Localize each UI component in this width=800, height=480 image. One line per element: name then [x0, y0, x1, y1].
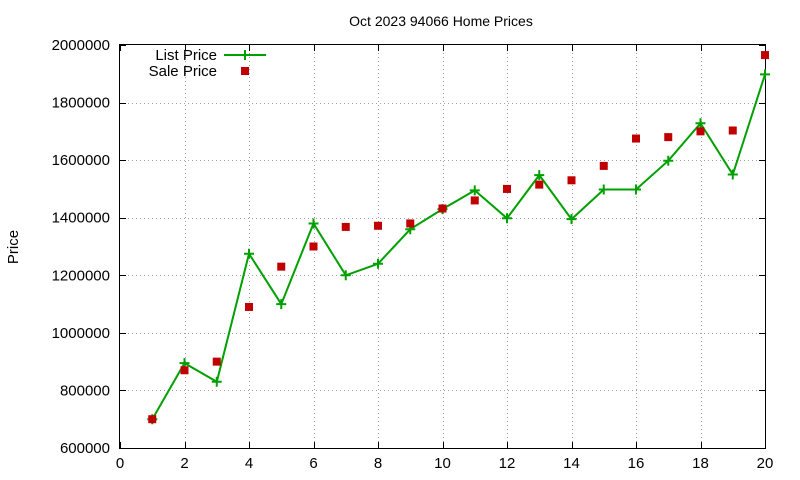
x-tick-label: 6: [309, 455, 317, 472]
x-tick-label: 0: [116, 455, 124, 472]
sale-price-point: [599, 161, 608, 170]
list-price-point: [244, 248, 254, 259]
x-tick-label: 18: [692, 455, 709, 472]
x-tick-label: 20: [757, 455, 774, 472]
y-tick-label: 600000: [60, 440, 110, 457]
x-tick-label: 14: [563, 455, 580, 472]
sale-price-point: [245, 302, 253, 311]
legend-marker-sample: [240, 50, 250, 60]
chart-title: Oct 2023 94066 Home Prices: [349, 13, 533, 29]
sale-price-point: [535, 180, 544, 189]
y-tick-label: 1600000: [52, 152, 110, 169]
y-tick-label: 1400000: [52, 210, 110, 227]
legend-marker-sample: [241, 67, 249, 75]
sale-price-point: [277, 262, 286, 271]
y-axis-label: Price: [5, 230, 22, 264]
sale-price-point: [148, 415, 157, 424]
sale-price-point: [406, 219, 415, 228]
list-price-line: [151, 74, 766, 420]
y-tick-label: 800000: [60, 382, 110, 399]
sale-price-point: [438, 204, 447, 213]
list-price-point: [566, 214, 577, 225]
y-tick-label: 2000000: [52, 37, 110, 54]
sale-price-point: [212, 357, 221, 366]
sale-price-point: [180, 366, 189, 375]
sale-price-point: [761, 51, 769, 60]
x-tick-label: 16: [628, 455, 645, 472]
list-price-point: [502, 213, 512, 224]
legend-label: Sale Price: [149, 63, 217, 80]
sale-price-point: [567, 176, 576, 185]
list-price-point: [340, 270, 351, 281]
x-tick-label: 8: [374, 455, 382, 472]
list-price-point: [695, 118, 706, 129]
list-price-point: [373, 258, 383, 269]
x-tick-label: 10: [434, 455, 451, 472]
plot-frame: [119, 44, 766, 449]
list-price-point: [760, 69, 770, 80]
axis-ticks: 0 2 4 6 8 10 12 14 16 18 20 600000 800000 1000000 1200…: [52, 37, 774, 472]
list-price-point: [276, 299, 287, 310]
x-tick-label: 4: [245, 455, 253, 472]
series-layer: [147, 51, 770, 425]
y-tick-label: 1200000: [52, 267, 110, 284]
list-price-point: [469, 185, 480, 196]
sale-price-point: [728, 126, 737, 135]
legend-label: List Price: [155, 47, 217, 64]
list-price-point: [663, 155, 674, 166]
y-tick-label: 1800000: [52, 95, 110, 112]
list-price-point: [534, 170, 545, 181]
sale-price-point: [696, 127, 705, 136]
sale-price-point: [341, 222, 350, 231]
sale-price-point: [470, 196, 479, 205]
list-price-point: [631, 184, 641, 195]
list-price-point: [211, 376, 222, 387]
sale-price-point: [374, 221, 382, 230]
sale-price-point: [309, 242, 318, 251]
list-price-point: [727, 169, 738, 180]
sale-price-point: [503, 184, 511, 193]
sale-price-point: [632, 134, 640, 143]
list-price-point: [308, 218, 319, 229]
x-tick-label: 12: [499, 455, 516, 472]
sale-price-point: [664, 133, 673, 142]
grid: [120, 45, 765, 448]
y-tick-label: 1000000: [52, 325, 110, 342]
list-price-point: [598, 184, 609, 195]
x-tick-label: 2: [180, 455, 188, 472]
